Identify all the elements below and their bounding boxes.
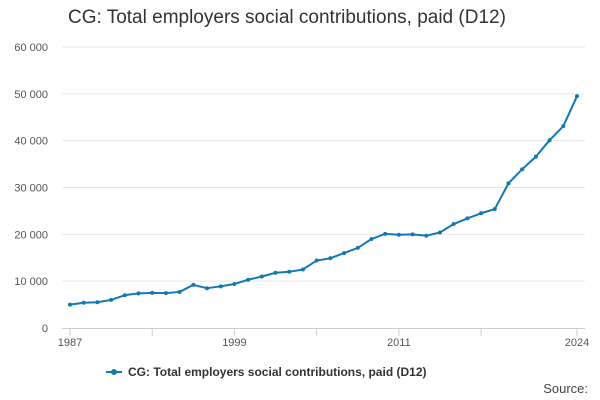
data-point[interactable] [95, 300, 100, 305]
data-point[interactable] [246, 277, 251, 282]
data-point[interactable] [451, 222, 456, 227]
data-point[interactable] [520, 167, 525, 172]
data-point[interactable] [506, 181, 511, 186]
data-point[interactable] [122, 293, 127, 298]
legend-swatch [106, 367, 122, 377]
data-point[interactable] [232, 281, 237, 286]
y-tick-label: 60 000 [14, 42, 48, 54]
data-point[interactable] [328, 256, 333, 261]
data-point[interactable] [424, 233, 429, 238]
data-point[interactable] [465, 216, 470, 221]
data-point[interactable] [355, 245, 360, 250]
data-point[interactable] [369, 237, 374, 242]
y-tick-label: 50 000 [14, 89, 48, 101]
data-point[interactable] [533, 154, 538, 159]
data-point[interactable] [575, 94, 579, 99]
data-point[interactable] [81, 300, 86, 305]
data-point[interactable] [547, 138, 552, 143]
source-label: Source: [543, 381, 588, 396]
x-tick-label: 1999 [222, 337, 246, 349]
x-tick-label: 2011 [387, 337, 411, 349]
data-point[interactable] [383, 231, 388, 236]
series-line [69, 95, 578, 306]
data-point[interactable] [396, 232, 401, 237]
data-point[interactable] [437, 230, 442, 235]
data-point[interactable] [410, 232, 415, 237]
data-point[interactable] [218, 284, 223, 289]
data-point[interactable] [191, 282, 196, 287]
legend[interactable]: CG: Total employers social contributions… [106, 365, 427, 379]
data-point[interactable] [273, 270, 278, 275]
x-axis: 1987 1999 2011 2024 [58, 328, 589, 349]
series-layer [68, 94, 579, 307]
data-point[interactable] [300, 267, 305, 272]
data-point[interactable] [342, 251, 347, 256]
data-point[interactable] [492, 207, 497, 212]
data-point[interactable] [163, 291, 168, 296]
data-point[interactable] [136, 291, 141, 296]
y-tick-label: 0 [42, 323, 48, 335]
data-point[interactable] [314, 258, 319, 263]
y-tick-label: 30 000 [14, 183, 48, 195]
y-tick-label: 20 000 [14, 229, 48, 241]
data-point[interactable] [287, 269, 292, 274]
y-axis: 0 10 000 20 000 30 000 40 000 50 000 60 000 [14, 42, 48, 335]
data-point[interactable] [109, 297, 114, 302]
data-point[interactable] [479, 211, 484, 216]
gridlines [62, 46, 585, 282]
legend-label: CG: Total employers social contributions… [128, 365, 427, 379]
data-point[interactable] [68, 302, 72, 307]
data-point[interactable] [561, 124, 566, 129]
chart-title: CG: Total employers social contributions… [68, 7, 506, 28]
x-tick-label: 2024 [565, 337, 589, 349]
y-tick-label: 10 000 [14, 276, 48, 288]
legend-point-marker [111, 369, 117, 375]
y-tick-label: 40 000 [14, 136, 48, 148]
data-point[interactable] [259, 274, 264, 279]
data-point[interactable] [177, 289, 182, 294]
data-point[interactable] [150, 290, 155, 295]
x-tick-label: 1987 [58, 337, 82, 349]
data-point[interactable] [205, 286, 210, 291]
